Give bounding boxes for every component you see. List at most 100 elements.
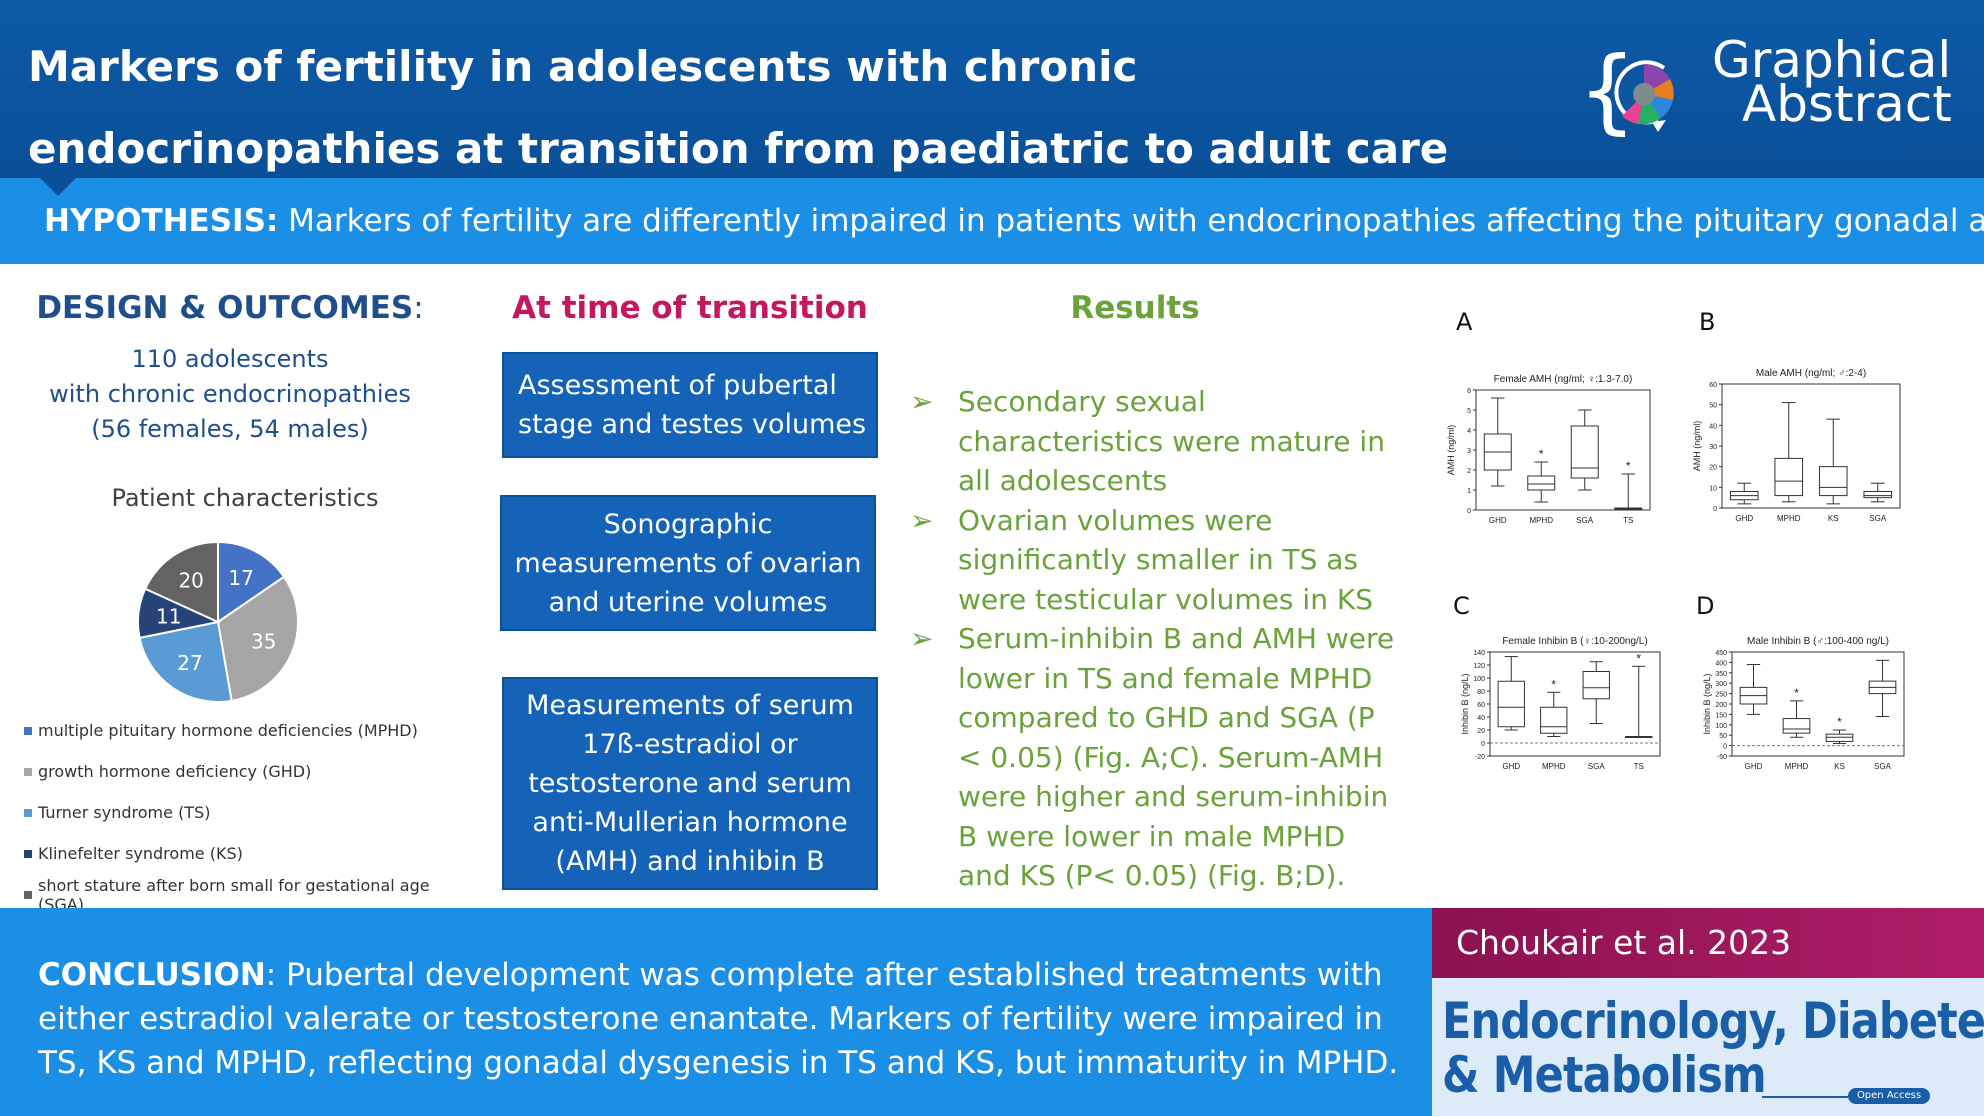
x-tick-label: KS [1834,762,1845,771]
arrow-bullet-icon: ➢ [910,385,934,418]
box [1540,706,1568,734]
box [1582,671,1610,700]
pie-chart-title: Patient characteristics [111,484,379,512]
y-tick-label: 450 [1715,650,1727,657]
y-tick-label: 80 [1477,689,1485,696]
journal-logo: Endocrinology, Diabetes & Metabolism Ope… [1432,978,1984,1116]
box [1774,457,1804,497]
box [1570,425,1599,479]
result-text: Serum-inhibin B and AMH were lower in TS… [958,622,1395,892]
y-tick-label: 120 [1473,663,1485,670]
design-body: 110 adolescents with chronic endocrinopa… [30,342,430,447]
significance-marker: * [1636,651,1641,665]
female-amh-boxplot: Female AMH (ng/ml; ♀:1.3-7.0) 0 1 2 3 4 5 6 AMH … [1446,374,1651,525]
badge-line-2: Abstract [1742,75,1952,133]
y-tick-label: 400 [1715,660,1727,667]
x-tick-label: KS [1828,514,1839,523]
pie-slice [216,575,299,702]
box [1863,490,1893,499]
y-tick-label: 50 [1709,403,1717,410]
y-tick-label: 60 [1709,382,1717,389]
box1-text: Assessment of pubertal stage and testes … [518,370,867,440]
pie-slice [143,540,219,624]
legend-swatch [24,808,32,817]
significance-marker: * [1794,686,1799,700]
legend-swatch [24,890,32,899]
x-tick-label: GHD [1745,762,1763,771]
x-tick-label: SGA [1869,514,1887,523]
pie-value-label: 35 [251,629,276,653]
box [1527,475,1556,491]
pie-value-label: 27 [177,651,202,675]
badge-line-1: Graphical [1712,31,1952,89]
y-tick-label: 60 [1477,702,1485,709]
figure-label-c: C [1453,592,1470,620]
y-tick-label: 350 [1715,671,1727,678]
x-tick-label: GHD [1489,516,1507,525]
y-tick-label: 30 [1709,444,1717,451]
y-tick-label: 40 [1709,423,1717,430]
x-tick-label: GHD [1735,514,1753,523]
hypothesis-text: Markers of fertility are differently imp… [278,203,1984,239]
y-tick-label: 300 [1715,681,1727,688]
y-tick-label: 140 [1473,650,1485,657]
y-tick-label: 10 [1709,485,1717,492]
y-axis-label: Inhibin B (ng/L) [1702,673,1712,734]
y-tick-label: 0 [1713,506,1717,513]
figure-label-d: D [1696,592,1715,620]
y-tick-label: 20 [1477,728,1485,735]
male-inhibin-b-boxplot: Male Inhibin B (♂:100-400 ng/L) -50 0 50 100… [1702,636,1905,771]
journal-name-line-2: & Metabolism [1442,1046,1767,1104]
y-tick-label: 0 [1467,508,1471,515]
result-text: Secondary sexual characteristics were ma… [958,385,1385,497]
y-tick-label: 50 [1719,733,1727,740]
y-tick-label: 4 [1467,428,1471,435]
legend-item: Turner syndrome (TS) [24,792,464,833]
y-axis-label: Inhibin B (ng/L) [1460,673,1470,734]
y-axis-label: AMH (ng/ml) [1692,421,1702,472]
y-tick-label: 40 [1477,715,1485,722]
pie-legend: multiple pituitary hormone deficiencies … [24,710,464,915]
x-tick-label: MPHD [1542,762,1566,771]
open-access-badge: Open Access [1848,1088,1930,1104]
x-tick-label: SGA [1576,516,1594,525]
graphical-abstract-logo-icon: { [1578,38,1674,144]
svg-text:{: { [1578,38,1637,144]
boxplot-title: Male AMH (ng/ml; ♂:2-4) [1756,368,1866,379]
legend-swatch [24,726,32,735]
y-tick-label: 250 [1715,692,1727,699]
y-tick-label: 0 [1481,741,1485,748]
open-access-rule [1762,1096,1848,1098]
x-tick-label: MPHD [1785,762,1809,771]
significance-marker: * [1837,715,1842,729]
result-bullet: ➢ Secondary sexual characteristics were m… [910,382,1400,501]
boxplot-title: Female AMH (ng/ml; ♀:1.3-7.0) [1494,374,1633,385]
y-tick-label: -50 [1717,754,1727,761]
x-tick-label: SGA [1874,762,1892,771]
graphical-abstract-label: Graphical Abstract [1712,35,1952,133]
x-tick-label: TS [1634,762,1644,771]
boxplot-title: Male Inhibin B (♂:100-400 ng/L) [1747,636,1889,647]
pie-slice [217,540,286,624]
box2-text: Sonographic measurements of ovarian and … [514,508,862,618]
conclusion-band: CONCLUSION: Pubertal development was com… [0,908,1432,1116]
pubertal-assessment-box: Assessment of pubertal stage and testes … [502,352,878,458]
conclusion-label: CONCLUSION [38,957,266,993]
y-tick-label: 100 [1715,723,1727,730]
legend-label: growth hormone deficiency (GHD) [38,762,312,781]
y-tick-label: 6 [1467,388,1471,395]
figure-label-b: B [1699,308,1716,336]
design-line-3: (56 females, 54 males) [91,415,369,443]
page-title: Markers of fertility in adolescents with… [28,42,1449,173]
legend-label: Turner syndrome (TS) [38,803,211,822]
box3-text: Measurements of serum 17ß-estradiol or t… [526,690,854,877]
result-bullet: ➢ Ovarian volumes were significantly smal… [910,501,1400,620]
boxplot-title: Female Inhibin B (♀:10-200ng/L) [1502,636,1647,647]
results-list: ➢ Secondary sexual characteristics were m… [910,382,1400,896]
y-tick-label: 3 [1467,448,1471,455]
significance-marker: * [1539,447,1544,461]
y-axis-label: AMH (ng/ml) [1446,425,1456,476]
box [1497,680,1525,728]
y-tick-label: 5 [1467,408,1471,415]
box [1825,733,1854,742]
